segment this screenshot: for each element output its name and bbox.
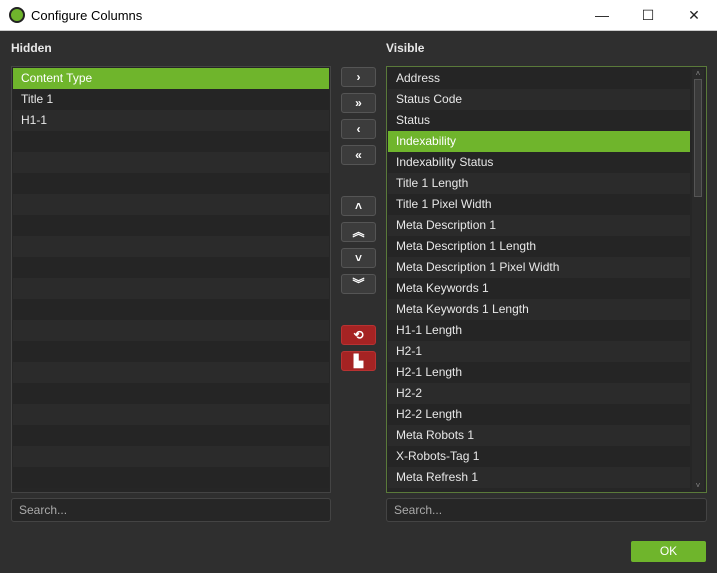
list-item[interactable]: Title 1 bbox=[13, 89, 329, 110]
hidden-search-input[interactable]: Search... bbox=[11, 498, 331, 522]
list-item[interactable]: Meta Description 1 bbox=[388, 215, 690, 236]
hidden-columns-list[interactable]: Content Type Title 1 H1-1 bbox=[11, 66, 331, 493]
title-bar: Configure Columns — ☐ ✕ bbox=[0, 0, 717, 31]
list-item[interactable]: Indexability bbox=[388, 131, 690, 152]
empty-row bbox=[13, 152, 329, 173]
visible-label: Visible bbox=[386, 41, 425, 55]
list-item[interactable]: Title 1 Pixel Width bbox=[388, 194, 690, 215]
move-top-button[interactable]: ︽ bbox=[341, 222, 376, 242]
empty-row bbox=[13, 194, 329, 215]
close-button[interactable]: ✕ bbox=[688, 7, 700, 23]
factory-defaults-button[interactable]: ▙ bbox=[341, 351, 376, 371]
empty-row bbox=[13, 299, 329, 320]
empty-row bbox=[13, 236, 329, 257]
empty-row bbox=[13, 404, 329, 425]
window-title: Configure Columns bbox=[31, 8, 143, 23]
scrollbar-thumb[interactable] bbox=[694, 79, 702, 197]
empty-row bbox=[13, 257, 329, 278]
scroll-down-icon[interactable]: ˅ bbox=[695, 481, 701, 490]
empty-row bbox=[13, 320, 329, 341]
list-item[interactable]: Title 1 Length bbox=[388, 173, 690, 194]
list-item[interactable]: H1-1 Length bbox=[388, 320, 690, 341]
list-item[interactable]: Meta Refresh 1 bbox=[388, 467, 690, 488]
list-item[interactable]: H2-2 Length bbox=[388, 404, 690, 425]
list-item[interactable]: H1-1 bbox=[13, 110, 329, 131]
move-up-button[interactable]: ˄ bbox=[341, 196, 376, 216]
visible-search-input[interactable]: Search... bbox=[386, 498, 707, 522]
visible-columns-list[interactable]: ˄ ˅ Address Status Code Status Indexability… bbox=[386, 66, 707, 493]
list-item[interactable]: Status Code bbox=[388, 89, 690, 110]
hidden-label: Hidden bbox=[11, 41, 52, 55]
list-item[interactable]: X-Robots-Tag 1 bbox=[388, 446, 690, 467]
move-bottom-button[interactable]: ︾ bbox=[341, 274, 376, 294]
ok-button[interactable]: OK bbox=[631, 541, 706, 562]
list-item[interactable]: Meta Description 1 Length bbox=[388, 236, 690, 257]
list-item[interactable]: H2-1 Length bbox=[388, 362, 690, 383]
empty-row bbox=[13, 131, 329, 152]
list-item[interactable]: Meta Keywords 1 Length bbox=[388, 299, 690, 320]
list-item[interactable]: Content Type bbox=[13, 68, 329, 89]
list-item[interactable]: Meta Robots 1 bbox=[388, 425, 690, 446]
empty-row bbox=[13, 467, 329, 488]
move-all-right-button[interactable]: » bbox=[341, 93, 376, 113]
empty-row bbox=[13, 278, 329, 299]
scrollbar[interactable]: ˄ ˅ bbox=[692, 69, 704, 490]
empty-row bbox=[13, 341, 329, 362]
reset-history-button[interactable]: ⟲ bbox=[341, 325, 376, 345]
list-item[interactable]: Meta Keywords 1 bbox=[388, 278, 690, 299]
list-item[interactable]: H2-2 bbox=[388, 383, 690, 404]
empty-row bbox=[13, 215, 329, 236]
scroll-up-icon[interactable]: ˄ bbox=[695, 69, 701, 78]
list-item[interactable]: Status bbox=[388, 110, 690, 131]
list-item[interactable]: Indexability Status bbox=[388, 152, 690, 173]
move-left-button[interactable]: ‹ bbox=[341, 119, 376, 139]
empty-row bbox=[13, 173, 329, 194]
move-right-button[interactable]: › bbox=[341, 67, 376, 87]
app-logo-icon bbox=[9, 7, 25, 23]
minimize-button[interactable]: — bbox=[595, 7, 609, 23]
empty-row bbox=[13, 446, 329, 467]
empty-row bbox=[13, 362, 329, 383]
maximize-button[interactable]: ☐ bbox=[641, 7, 655, 23]
list-item[interactable]: Address bbox=[388, 68, 690, 89]
empty-row bbox=[13, 383, 329, 404]
move-all-left-button[interactable]: « bbox=[341, 145, 376, 165]
list-item[interactable]: Meta Description 1 Pixel Width bbox=[388, 257, 690, 278]
list-item[interactable]: H2-1 bbox=[388, 341, 690, 362]
empty-row bbox=[13, 425, 329, 446]
move-down-button[interactable]: ˅ bbox=[341, 248, 376, 268]
